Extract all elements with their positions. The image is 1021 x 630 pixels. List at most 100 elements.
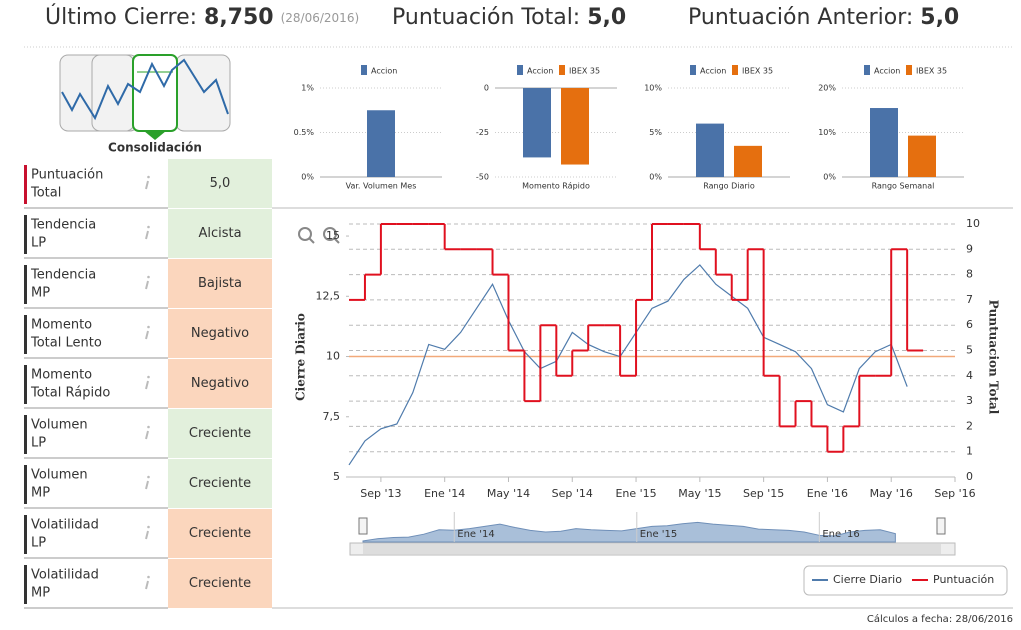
info-icon [147, 175, 150, 179]
zoom-in[interactable] [298, 227, 312, 241]
legend-label: Accion [527, 67, 553, 76]
info-icon [147, 425, 150, 429]
navigator-frame [349, 517, 956, 556]
y-tick-label: -50 [476, 173, 489, 182]
y-axis-title: Cierre Diario [294, 313, 308, 401]
nav-handle[interactable] [936, 517, 946, 535]
legend-swatch [559, 65, 565, 75]
value-cell [168, 409, 272, 458]
y2-axis-title: Puntuacion Total [987, 300, 1001, 415]
nav-handle[interactable] [358, 517, 368, 535]
y2-tick-label: 1 [966, 445, 973, 458]
label: Puntuación Total: [392, 5, 580, 30]
info-icon [147, 475, 150, 479]
row-marker [24, 415, 27, 454]
row-label: Total [30, 186, 61, 201]
legend-swatch [690, 65, 696, 75]
x-tick-label: Ene '14 [424, 487, 465, 500]
y2-tick-label: 10 [966, 217, 980, 230]
y2-tick-label: 2 [966, 419, 973, 432]
value-cell [168, 209, 272, 258]
info-icon [147, 575, 150, 579]
row-marker [24, 365, 27, 404]
value-cell [168, 559, 272, 608]
info-icon [145, 330, 149, 340]
zoom-in [308, 237, 315, 244]
bar [561, 88, 589, 165]
header-prev-score: Puntuación Anterior: 5,0 [688, 5, 959, 30]
row-label: Puntuación [31, 168, 103, 183]
row-label: Tendencia [30, 268, 96, 283]
value-cell [168, 309, 272, 358]
row-label: Total Lento [30, 336, 102, 351]
row-label: Tendencia [30, 218, 96, 233]
navigator-label: Ene '15 [640, 529, 677, 540]
value-cell [168, 159, 272, 208]
row-label: LP [31, 436, 46, 451]
y-tick-label: 0% [301, 173, 314, 182]
value-cell [168, 259, 272, 308]
y-tick-label: 12,5 [316, 289, 341, 302]
legend-box [803, 565, 1008, 596]
value-cell [168, 509, 272, 558]
row-value: Negativo [191, 376, 249, 391]
zoom-tools[interactable] [298, 227, 340, 244]
row-label: LP [31, 236, 46, 251]
row-marker [24, 215, 27, 254]
y2-tick-label: 6 [966, 318, 973, 331]
thumb-box [175, 54, 231, 132]
header-score: Puntuación Total: 5,0 [392, 5, 626, 30]
row-label: Volumen [31, 468, 88, 483]
legend-label: Cierre Diario [833, 573, 902, 586]
x-tick-label: Sep '13 [360, 487, 401, 500]
value-cell [168, 359, 272, 408]
row-value: Negativo [191, 326, 249, 341]
row-label: Momento [31, 368, 92, 383]
y2-tick-label: 7 [966, 293, 973, 306]
thumb-label: Consolidación [108, 141, 202, 155]
row-marker [24, 515, 27, 554]
x-tick-label: Ene '15 [615, 487, 656, 500]
thumbnail: Consolidación [59, 54, 231, 155]
legend-label: Accion [371, 67, 397, 76]
row-label: MP [31, 586, 50, 601]
info-icon [145, 530, 149, 540]
y-tick-label: 0.5% [294, 128, 315, 137]
info-icon [147, 375, 150, 379]
y-tick-label: 10 [326, 350, 340, 363]
scrollbar-thumb[interactable] [363, 544, 941, 554]
value: 5,0 [587, 5, 626, 30]
date: (28/06/2016) [281, 11, 360, 25]
row-value: Creciente [189, 576, 251, 591]
legend-swatch [361, 65, 367, 75]
x-tick-label: May '16 [870, 487, 913, 500]
y-tick-label: 10% [644, 84, 662, 93]
y-tick-label: 20% [818, 84, 836, 93]
x-category-label: Momento Rápido [522, 182, 590, 191]
label: Último Cierre: [45, 4, 197, 30]
y2-tick-label: 8 [966, 268, 973, 281]
zoom-reset[interactable] [323, 227, 337, 241]
y-tick-label: 1% [301, 84, 314, 93]
info-icon [145, 480, 149, 490]
y2-tick-label: 4 [966, 369, 973, 382]
legend-label: Puntuación [933, 573, 994, 586]
value: 5,0 [920, 5, 959, 30]
legend-label: Accion [874, 67, 900, 76]
row-marker [24, 315, 27, 354]
y-tick-label: 7,5 [323, 410, 341, 423]
info-icon [145, 180, 149, 190]
legend-swatch [732, 65, 738, 75]
row-value: 5,0 [210, 176, 231, 191]
x-tick-label: Sep '16 [934, 487, 975, 500]
x-tick-label: May '14 [487, 487, 530, 500]
row-label: MP [31, 486, 50, 501]
x-category-label: Var. Volumen Mes [346, 182, 417, 191]
y-tick-label: 5 [333, 470, 340, 483]
row-label: Volumen [31, 418, 88, 433]
navigator-label: Ene '14 [457, 529, 494, 540]
thumb-pointer [144, 131, 166, 140]
info-icon [145, 580, 149, 590]
row-marker [24, 565, 27, 604]
